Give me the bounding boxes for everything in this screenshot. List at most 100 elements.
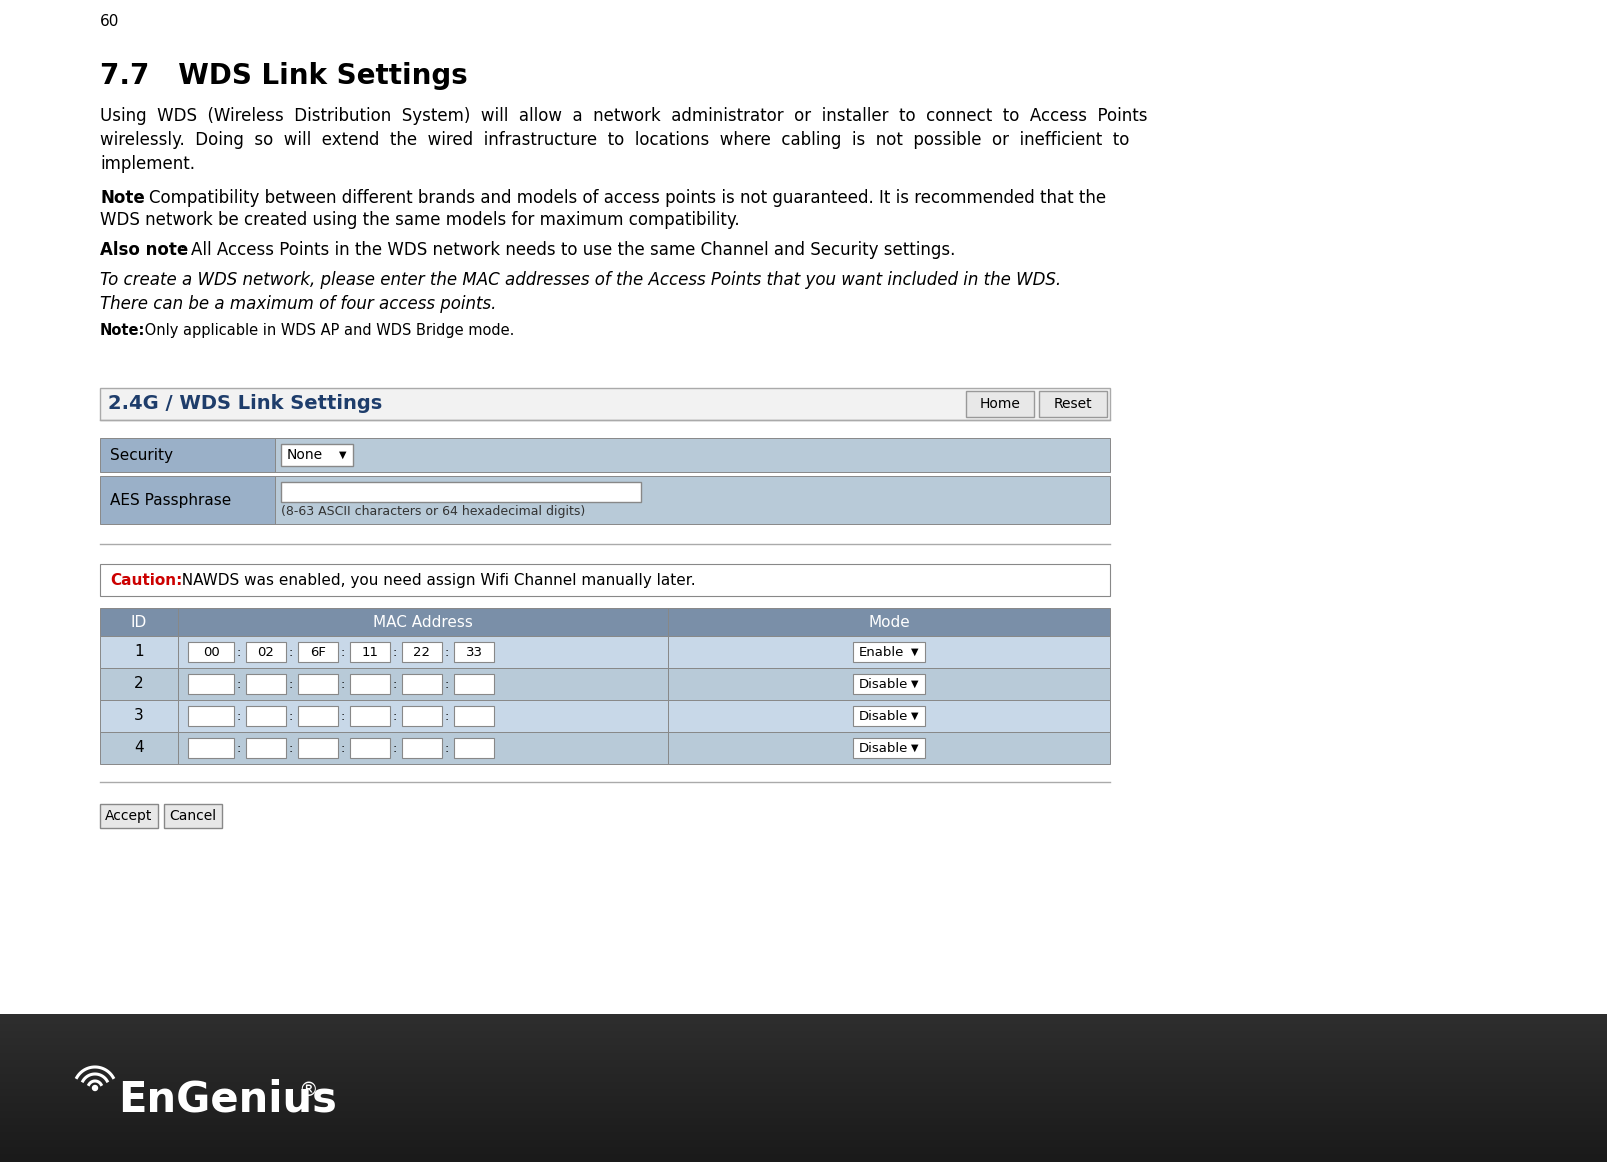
Text: :: : (288, 710, 292, 723)
Circle shape (93, 1085, 98, 1090)
Text: Accept: Accept (106, 809, 153, 823)
Text: Only applicable in WDS AP and WDS Bridge mode.: Only applicable in WDS AP and WDS Bridge… (140, 323, 514, 338)
Bar (100, 636, 178, 668)
Text: implement.: implement. (100, 155, 194, 173)
Bar (100, 608, 178, 636)
Text: Enable: Enable (860, 646, 905, 659)
Bar (188, 738, 235, 758)
Bar (297, 706, 337, 726)
Text: Also note: Also note (100, 241, 188, 259)
Text: Disable: Disable (860, 677, 908, 690)
Text: NAWDS was enabled, you need assign Wifi Channel manually later.: NAWDS was enabled, you need assign Wifi … (172, 573, 696, 588)
Bar (402, 674, 442, 694)
Text: : Compatibility between different brands and models of access points is not guar: : Compatibility between different brands… (138, 189, 1106, 207)
Bar (297, 674, 337, 694)
Text: ▼: ▼ (911, 711, 919, 720)
Text: ®: ® (297, 1081, 318, 1099)
Bar (853, 641, 926, 662)
Text: 00: 00 (202, 646, 220, 659)
Bar (455, 738, 493, 758)
Text: 7.7   WDS Link Settings: 7.7 WDS Link Settings (100, 62, 468, 89)
Text: ▼: ▼ (339, 450, 347, 460)
Text: AES Passphrase: AES Passphrase (109, 493, 231, 508)
Text: :: : (236, 677, 241, 690)
Bar (350, 738, 391, 758)
Text: :: : (392, 741, 397, 754)
Text: :: : (392, 646, 397, 659)
Text: ▼: ▼ (911, 647, 919, 657)
Bar (178, 668, 669, 700)
Bar (455, 674, 493, 694)
Text: Mode: Mode (868, 615, 910, 630)
Text: Using  WDS  (Wireless  Distribution  System)  will  allow  a  network  administr: Using WDS (Wireless Distribution System)… (100, 107, 1147, 125)
Text: ▼: ▼ (911, 743, 919, 753)
Text: 4: 4 (135, 740, 143, 755)
Bar (246, 738, 286, 758)
Text: 2.4G / WDS Link Settings: 2.4G / WDS Link Settings (108, 394, 382, 413)
Text: Disable: Disable (860, 710, 908, 723)
Bar (164, 804, 222, 829)
Text: WDS network be created using the same models for maximum compatibility.: WDS network be created using the same mo… (100, 211, 739, 229)
Bar (178, 608, 669, 636)
Bar (402, 706, 442, 726)
Text: 6F: 6F (310, 646, 326, 659)
Bar (669, 700, 1110, 732)
Bar (350, 674, 391, 694)
Bar (853, 706, 926, 726)
Bar (275, 476, 1110, 524)
Text: ▼: ▼ (911, 679, 919, 689)
Text: 60: 60 (100, 14, 119, 29)
Text: 11: 11 (362, 646, 379, 659)
Text: :: : (341, 646, 344, 659)
Text: :: : (392, 710, 397, 723)
Bar (100, 732, 178, 763)
Text: 3: 3 (133, 709, 145, 724)
Text: :: : (444, 677, 448, 690)
Bar (100, 476, 275, 524)
Text: There can be a maximum of four access points.: There can be a maximum of four access po… (100, 295, 497, 313)
Bar (281, 444, 354, 466)
Bar (178, 732, 669, 763)
Text: Disable: Disable (860, 741, 908, 754)
Text: 22: 22 (413, 646, 431, 659)
Bar (188, 641, 235, 662)
Bar (100, 564, 1110, 596)
Text: :: : (444, 741, 448, 754)
Bar (188, 674, 235, 694)
Bar (853, 674, 926, 694)
Text: wirelessly.  Doing  so  will  extend  the  wired  infrastructure  to  locations : wirelessly. Doing so will extend the wir… (100, 131, 1130, 149)
Bar (100, 388, 1110, 419)
Text: 1: 1 (135, 645, 143, 660)
Text: :: : (341, 741, 344, 754)
Bar (246, 641, 286, 662)
Bar (100, 700, 178, 732)
Text: :: : (444, 646, 448, 659)
Text: Security: Security (109, 447, 174, 462)
Text: 2: 2 (135, 676, 143, 691)
Bar (1040, 390, 1107, 417)
Bar (402, 738, 442, 758)
Bar (350, 706, 391, 726)
Bar (281, 482, 641, 502)
Bar (966, 390, 1033, 417)
Text: Reset: Reset (1054, 397, 1093, 411)
Bar (402, 641, 442, 662)
Text: Cancel: Cancel (169, 809, 217, 823)
Text: 02: 02 (257, 646, 275, 659)
Text: ID: ID (130, 615, 148, 630)
Text: : All Access Points in the WDS network needs to use the same Channel and Securit: : All Access Points in the WDS network n… (180, 241, 956, 259)
Text: :: : (288, 646, 292, 659)
Text: 33: 33 (466, 646, 482, 659)
Text: :: : (288, 741, 292, 754)
Text: :: : (236, 741, 241, 754)
Text: Note:: Note: (100, 323, 145, 338)
Bar (246, 706, 286, 726)
Text: :: : (341, 710, 344, 723)
Bar (275, 438, 1110, 472)
Bar (188, 706, 235, 726)
Bar (100, 668, 178, 700)
Bar (297, 641, 337, 662)
Bar (178, 700, 669, 732)
Text: To create a WDS network, please enter the MAC addresses of the Access Points tha: To create a WDS network, please enter th… (100, 271, 1061, 289)
Text: None: None (288, 449, 323, 462)
